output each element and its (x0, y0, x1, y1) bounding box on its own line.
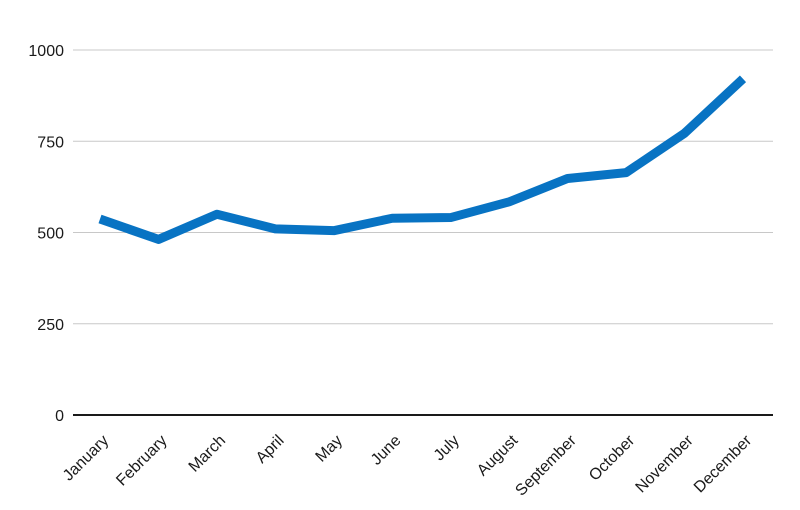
x-tick-label: August (474, 432, 522, 480)
y-tick-label: 500 (37, 226, 64, 243)
series-line (98, 75, 747, 244)
y-gridlines (73, 49, 773, 325)
y-tick-label: 1000 (28, 43, 64, 60)
x-tick-label: July (431, 432, 463, 464)
x-tick-label: October (586, 432, 639, 485)
series-group (98, 75, 747, 244)
x-tick-label: December (691, 432, 756, 497)
x-tick-label: June (368, 432, 405, 469)
data-points (99, 78, 744, 240)
x-tick-label: March (186, 432, 229, 475)
x-tick-label: April (253, 432, 288, 467)
y-tick-label: 750 (37, 134, 64, 151)
x-tick-label: February (113, 432, 170, 489)
x-axis-tick-labels: January February March April May June July Augu… (60, 432, 756, 500)
x-tick-label: September (512, 432, 580, 500)
x-tick-label: November (633, 432, 698, 497)
x-tick-label: January (60, 432, 112, 484)
y-axis-tick-labels: 0 250 500 750 1000 (28, 43, 64, 425)
y-tick-label: 0 (55, 408, 64, 425)
x-tick-label: May (313, 432, 346, 465)
y-tick-label: 250 (37, 317, 64, 334)
